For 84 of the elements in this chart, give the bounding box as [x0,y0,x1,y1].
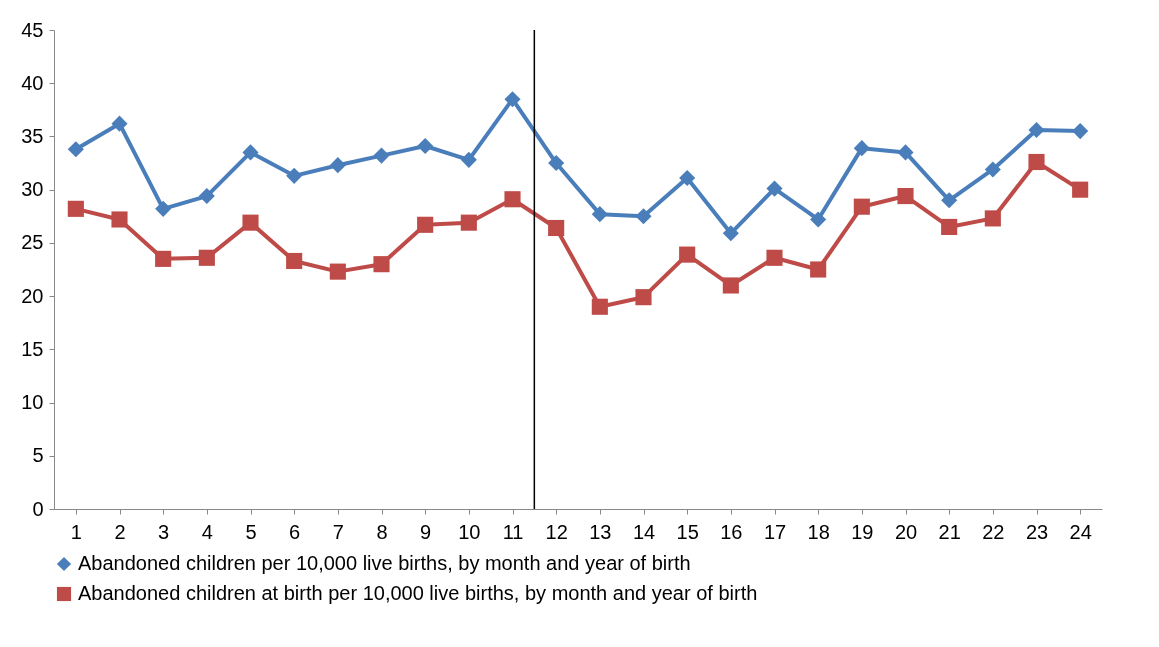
point [286,167,303,184]
x-tick-label: 15 [676,520,699,543]
x-tick-label: 12 [545,520,568,543]
point [504,91,521,108]
point [329,263,346,280]
x-tick-label: 9 [420,520,432,543]
point [679,246,696,263]
point [373,147,390,164]
x-tick-label: 14 [632,520,656,543]
point [635,289,652,306]
point [504,191,521,208]
point [810,261,827,278]
x-tick-label: 17 [763,520,787,543]
x-tick-label: 18 [807,520,830,543]
point [1028,153,1045,171]
point [548,154,565,172]
y-tick-label: 25 [21,231,44,254]
point [67,141,84,158]
x-tick-label: 8 [376,520,388,543]
point [897,144,914,161]
point [111,115,128,132]
point [111,211,128,228]
x-tick-label: 16 [720,520,743,543]
x-tick-label: 4 [201,520,213,543]
legend-label: Abandoned children per 10,000 live births, by month and year of birth [78,552,691,574]
point [460,151,477,168]
point [766,180,783,197]
y-tick-label: 5 [32,444,44,467]
point [766,249,783,266]
point [591,298,608,315]
point [984,161,1001,178]
point [198,187,215,205]
point [897,187,914,205]
point [1072,181,1089,198]
x-tick-label: 13 [589,520,612,543]
x-tick-label: 21 [938,520,961,543]
point [810,211,827,228]
x-tick-label: 19 [851,520,874,543]
x-tick-label: 22 [982,520,1005,543]
point [941,218,958,235]
y-tick-label: 20 [21,284,44,307]
point [1028,122,1045,139]
x-tick-label: 1 [70,520,82,543]
point [722,277,739,294]
point [1072,123,1089,140]
point [635,208,652,225]
y-tick-label: 45 [21,18,44,41]
y-tick-label: 15 [21,337,44,360]
x-tick-label: 24 [1069,520,1092,543]
y-tick-label: 0 [32,497,44,520]
x-tick-label: 7 [332,520,344,543]
point [329,157,346,174]
point [242,144,259,161]
point [722,225,739,242]
x-tick-label: 5 [245,520,257,543]
point [286,252,303,270]
point [198,249,215,266]
point [548,219,565,237]
point [591,206,608,223]
x-tick-label: 6 [289,520,301,543]
point [853,198,870,215]
point [417,216,434,233]
point [67,200,84,217]
point [984,210,1001,227]
point [460,214,477,231]
legend-label: Abandoned children at birth per 10,000 live births, by month and year of birth [78,582,758,604]
x-tick-label: 20 [894,520,918,543]
x-tick-label: 11 [502,520,524,543]
x-tick-label: 3 [158,520,170,543]
point [679,169,696,187]
x-tick-label: 2 [114,520,126,543]
y-tick-label: 30 [21,178,44,201]
point [417,137,434,155]
y-tick-label: 10 [21,391,44,414]
point [373,256,390,273]
point [155,200,172,217]
point [941,192,958,209]
x-tick-label: 23 [1025,520,1049,543]
y-tick-label: 35 [21,124,44,147]
y-tick-label: 40 [21,71,44,94]
point [155,250,172,267]
point [242,214,259,231]
point [853,140,870,157]
x-tick-label: 10 [458,520,481,543]
